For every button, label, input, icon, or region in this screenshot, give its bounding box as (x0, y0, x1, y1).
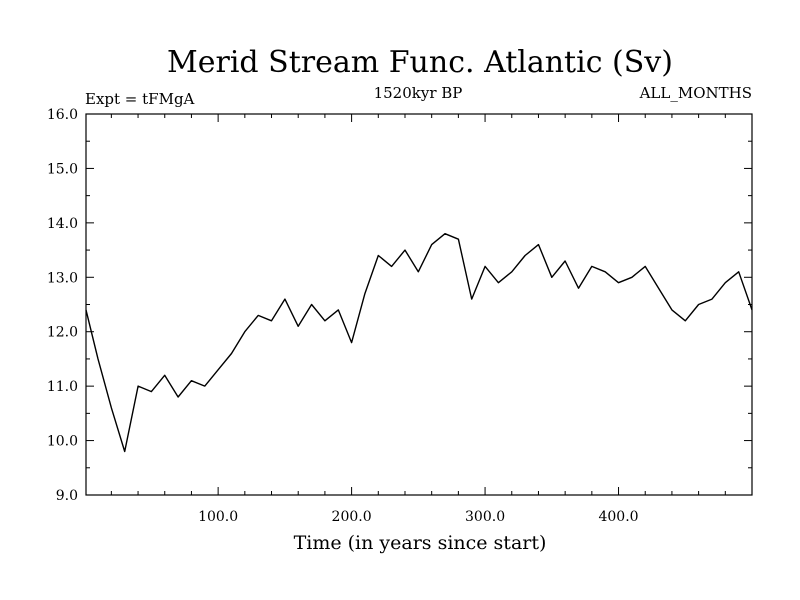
y-tick-label: 16.0 (47, 107, 78, 123)
x-tick-label: 100.0 (198, 509, 238, 525)
y-tick-label: 15.0 (47, 161, 78, 177)
x-axis: 100.0 200.0 300.0 400.0 (110, 114, 726, 525)
y-axis: 9.0 10.0 11.0 12.0 13.0 14.0 15.0 16.0 (47, 107, 752, 504)
y-tick-label: 10.0 (47, 434, 78, 450)
y-tick-label: 13.0 (47, 270, 78, 286)
x-axis-label: Time (in years since start) (294, 532, 547, 554)
series-line (85, 233, 753, 453)
x-tick-label: 400.0 (598, 509, 638, 525)
months-label: ALL_MONTHS (639, 84, 752, 102)
chart-title: Merid Stream Func. Atlantic (Sv) (167, 45, 673, 80)
plot-frame (85, 113, 753, 496)
x-tick-label: 200.0 (332, 509, 372, 525)
y-tick-label: 9.0 (56, 488, 78, 504)
y-tick-label: 14.0 (47, 216, 78, 232)
experiment-label: Expt = tFMgA (85, 90, 195, 108)
y-tick-label: 11.0 (47, 379, 78, 395)
y-tick-label: 12.0 (47, 325, 78, 341)
x-tick-label: 300.0 (465, 509, 505, 525)
period-label: 1520kyr BP (374, 84, 463, 102)
